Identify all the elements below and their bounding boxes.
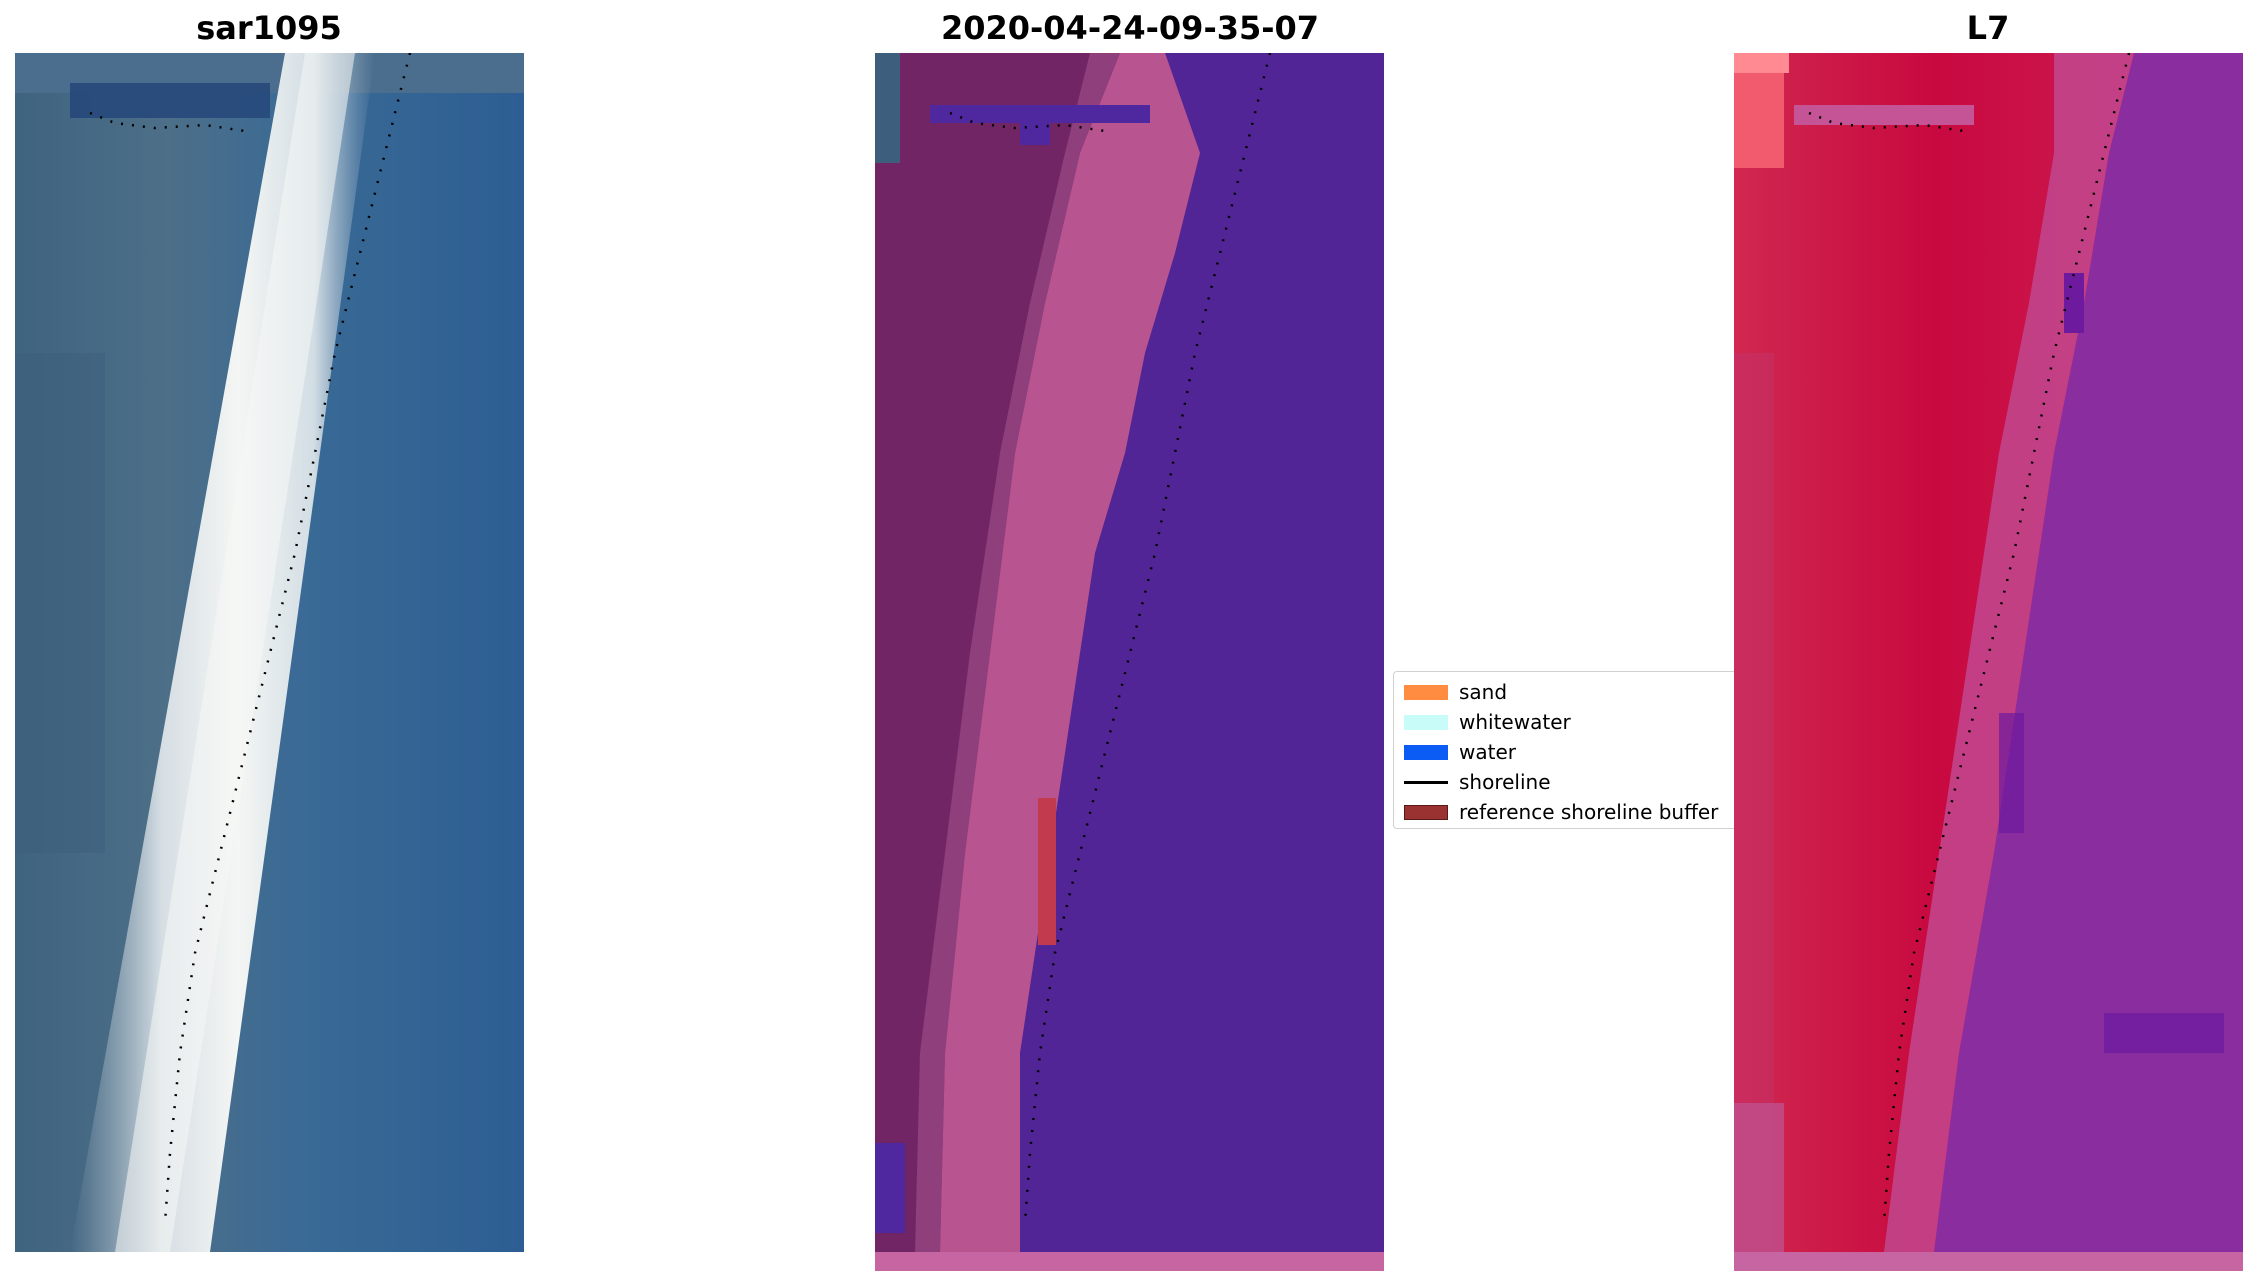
panel-title-index: L7 bbox=[1966, 9, 2010, 47]
legend-label-whitewater: whitewater bbox=[1459, 710, 1571, 734]
rgb-satellite-image bbox=[15, 53, 524, 1252]
panel-title-rgb: sar1095 bbox=[196, 9, 342, 47]
legend: sand whitewater water shoreline referenc… bbox=[1393, 671, 1740, 829]
legend-entry-sand: sand bbox=[1394, 677, 1739, 707]
legend-entry-reference-buffer: reference shoreline buffer bbox=[1394, 797, 1739, 827]
legend-entry-shoreline: shoreline bbox=[1394, 767, 1739, 797]
legend-entry-water: water bbox=[1394, 737, 1739, 767]
legend-label-sand: sand bbox=[1459, 680, 1508, 704]
shoreline-line-swatch bbox=[1404, 781, 1448, 784]
whitewater-swatch bbox=[1404, 715, 1448, 730]
legend-label-water: water bbox=[1459, 740, 1516, 764]
index-image bbox=[1734, 53, 2243, 1271]
panel-title-classified: 2020-04-24-09-35-07 bbox=[940, 9, 1320, 47]
classified-image bbox=[875, 53, 1384, 1271]
legend-label-shoreline: shoreline bbox=[1459, 770, 1551, 794]
reference-buffer-swatch bbox=[1404, 805, 1448, 820]
water-swatch bbox=[1404, 745, 1448, 760]
legend-label-reference-buffer: reference shoreline buffer bbox=[1459, 800, 1719, 824]
sand-swatch bbox=[1404, 685, 1448, 700]
legend-entry-whitewater: whitewater bbox=[1394, 707, 1739, 737]
